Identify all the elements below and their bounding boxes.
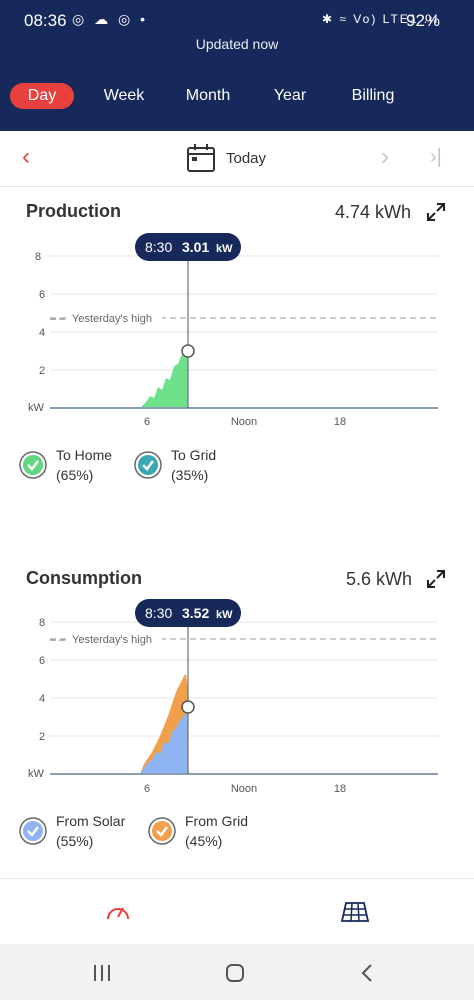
- tooltip-time: 8:30: [145, 605, 172, 621]
- from-grid-pct: (45%): [185, 833, 223, 849]
- tab-month[interactable]: Month: [185, 87, 231, 104]
- tab-year[interactable]: Year: [273, 87, 307, 104]
- date-label: Today: [226, 150, 267, 167]
- consumption-chart: 8 6 4 2 kW – – Yesterday's high 8:30 3.5…: [28, 599, 438, 795]
- from-solar-area: [50, 707, 188, 774]
- from-solar-label: From Solar: [56, 813, 126, 829]
- x-tick-label: Noon: [231, 783, 257, 795]
- y-tick-label: 8: [39, 617, 45, 629]
- from-grid-label: From Grid: [185, 813, 248, 829]
- cursor-point[interactable]: [181, 700, 195, 714]
- tooltip-value: 3.52: [182, 605, 209, 621]
- from-solar-toggle[interactable]: [18, 816, 48, 846]
- tab-billing[interactable]: Billing: [351, 87, 395, 104]
- next-day-button[interactable]: ›: [381, 143, 389, 170]
- expand-icon[interactable]: [426, 569, 446, 589]
- gauge-icon[interactable]: [104, 899, 132, 923]
- y-tick-label: 8: [35, 251, 41, 263]
- production-area: [50, 350, 188, 408]
- y-tick-label: 6: [39, 289, 45, 301]
- production-title: Production: [26, 201, 121, 221]
- consumption-title: Consumption: [26, 568, 142, 588]
- app-header: Updated now Day Week Month Year Billing: [0, 36, 474, 131]
- to-home-pct: (65%): [56, 467, 94, 483]
- yesterdays-high-dash: – –: [50, 313, 66, 325]
- connectivity-icons: ✱ ≈ Vo) LTE1 .ıl: [322, 12, 440, 26]
- expand-icon[interactable]: [426, 202, 446, 222]
- from-solar-pct: (55%): [56, 833, 94, 849]
- calendar-icon[interactable]: [186, 143, 216, 173]
- from-grid-area: [50, 674, 188, 774]
- y-tick-label: 4: [39, 327, 45, 339]
- consumption-total: 5.6 kWh: [346, 569, 413, 589]
- y-tick-label: 2: [39, 365, 45, 377]
- status-time: 08:36: [24, 11, 67, 30]
- to-grid-toggle[interactable]: [133, 450, 163, 480]
- to-home-toggle[interactable]: [18, 450, 48, 480]
- date-navigator: ‹ Today › ›|: [0, 131, 474, 187]
- x-tick-label: 18: [334, 783, 346, 795]
- tooltip-unit: kW: [216, 609, 233, 621]
- y-tick-label: 2: [39, 731, 45, 743]
- home-icon[interactable]: [225, 963, 245, 983]
- yesterdays-high-bg: [68, 631, 162, 647]
- yesterdays-high-dash: – –: [50, 634, 66, 646]
- bottom-navigation: [0, 878, 474, 944]
- y-tick-label: 6: [39, 655, 45, 667]
- back-icon[interactable]: [360, 963, 374, 983]
- y-tick-label: 4: [39, 693, 45, 705]
- to-grid-label: To Grid: [171, 447, 217, 463]
- production-chart: 8 6 4 2 kW – – Yesterday's high 8:30 3.0…: [28, 233, 438, 428]
- solar-panel-icon[interactable]: [341, 901, 369, 923]
- tooltip-time: 8:30: [145, 239, 172, 255]
- tooltip-unit: kW: [216, 243, 233, 255]
- x-tick-label: Noon: [231, 416, 257, 428]
- y-tick-label: kW: [28, 402, 45, 414]
- tooltip-bg: [135, 599, 241, 627]
- y-tick-label: kW: [28, 768, 45, 780]
- status-bar: 08:36 ◎ ☁ ◎ • ✱ ≈ Vo) LTE1 .ıl 92%: [0, 0, 474, 40]
- tab-week[interactable]: Week: [103, 87, 145, 104]
- last-day-button[interactable]: ›|: [430, 146, 442, 168]
- tooltip-bg: [135, 233, 241, 261]
- yesterdays-high-bg: [68, 310, 162, 326]
- x-tick-label: 6: [144, 783, 150, 795]
- to-home-label: To Home: [56, 447, 113, 463]
- tooltip-value: 3.01: [182, 239, 209, 255]
- x-tick-label: 18: [334, 416, 346, 428]
- from-grid-toggle[interactable]: [147, 816, 177, 846]
- notification-icons: ◎ ☁ ◎ •: [72, 11, 149, 27]
- to-grid-pct: (35%): [171, 467, 209, 483]
- cursor-point[interactable]: [181, 344, 195, 358]
- battery-level: 92%: [406, 11, 441, 30]
- tab-day[interactable]: Day: [10, 83, 74, 109]
- updated-status: Updated now: [195, 36, 279, 52]
- production-total: 4.74 kWh: [335, 202, 412, 222]
- system-navigation-bar: [0, 944, 474, 1000]
- yesterdays-high-label: Yesterday's high: [72, 634, 152, 646]
- x-tick-label: 6: [144, 416, 150, 428]
- yesterdays-high-label: Yesterday's high: [72, 313, 152, 325]
- recent-apps-icon[interactable]: [92, 964, 112, 982]
- previous-day-button[interactable]: ‹: [22, 143, 30, 170]
